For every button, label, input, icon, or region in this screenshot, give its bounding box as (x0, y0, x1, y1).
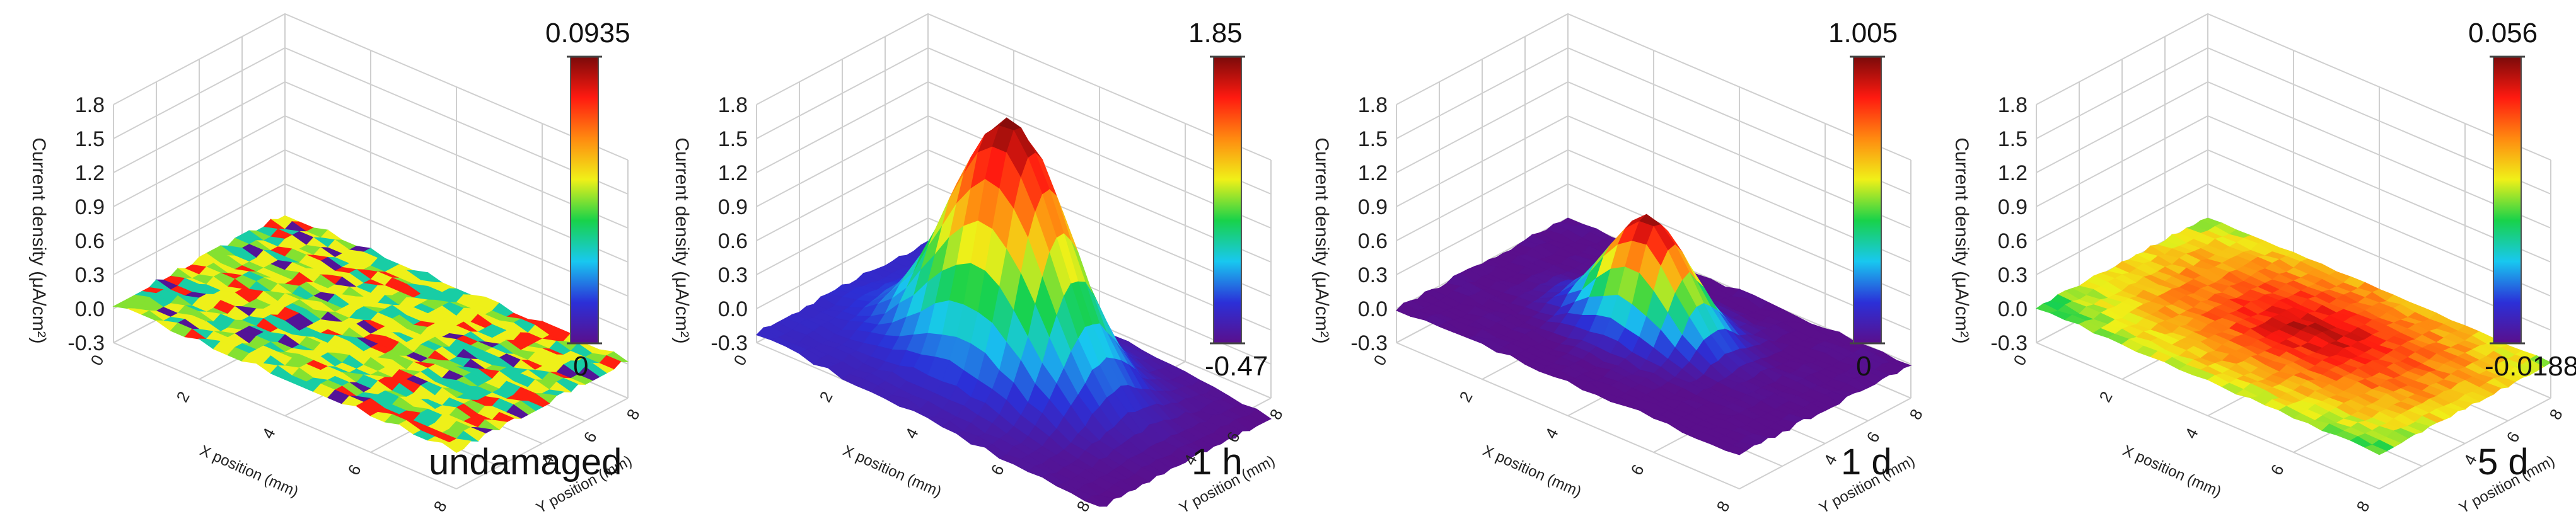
floor-gridline (1396, 342, 1740, 489)
x-tick-label: 6 (344, 461, 364, 478)
surface-patch (2364, 444, 2387, 455)
x-tick-label: 8 (429, 498, 450, 515)
y-tick-label: 4 (1819, 451, 1840, 468)
panel-title: undamaged (429, 442, 622, 483)
z-tick-label: -0.3 (1350, 331, 1388, 355)
surface-patch (441, 442, 465, 453)
z-tick-label: 1.8 (75, 93, 105, 117)
surface-patch (1084, 495, 1108, 507)
colorbar-min-label: 0 (573, 351, 589, 382)
z-tick-label: -0.3 (1990, 331, 2028, 355)
floor-gridline (2036, 342, 2380, 489)
colorbar-min-label: 0 (1856, 351, 1872, 382)
surface-panel: -0.3 0.0 0.3 0.6 0.9 1.2 1.5 1.8 Current density… (643, 0, 1296, 526)
z-tick-label: 1.2 (1998, 161, 2028, 185)
x-tick-label: 2 (1455, 388, 1476, 405)
x-tick-label: 4 (1541, 425, 1562, 442)
y-tick-label: 8 (622, 406, 643, 423)
z-axis-title: Current density (μA/cm²) (1311, 137, 1332, 343)
surface (1396, 214, 1912, 455)
x-tick-label: 6 (1627, 461, 1647, 478)
z-tick-label: 0.3 (1998, 263, 2028, 287)
x-tick-label: 4 (901, 425, 922, 442)
z-tick-label: 1.2 (75, 161, 105, 185)
x-axis-title: X position (mm) (1480, 442, 1584, 501)
z-axis-title: Current density (μA/cm²) (671, 137, 692, 343)
x-tick-label: 2 (2095, 388, 2116, 405)
colorbar-max-label: 0.0935 (545, 18, 630, 49)
surface (2035, 217, 2552, 455)
z-tick-label: 1.8 (718, 93, 748, 117)
x-axis-title: X position (mm) (840, 442, 944, 501)
z-tick-label: 0.0 (1998, 297, 2028, 321)
colorbar (2493, 56, 2522, 344)
z-tick-label: 1.2 (1358, 161, 1388, 185)
surface-plot: -0.3 0.0 0.3 0.6 0.9 1.2 1.5 1.8 Current density… (28, 13, 644, 517)
colorbar-min-label: -0.47 (1205, 351, 1268, 382)
z-tick-label: 0.6 (1358, 229, 1388, 253)
surface-plot: -0.3 0.0 0.3 0.6 0.9 1.2 1.5 1.8 Current density… (671, 13, 1287, 517)
surface-panel: -0.3 0.0 0.3 0.6 0.9 1.2 1.5 1.8 Current density… (0, 0, 653, 526)
z-tick-label: 1.5 (718, 127, 748, 151)
colorbar-min-label: -0.0188 (2485, 351, 2576, 382)
z-tick-label: 0.6 (75, 229, 105, 253)
surface-patch (1724, 445, 1748, 455)
x-tick-label: 8 (1712, 498, 1733, 515)
z-axis-title: Current density (μA/cm²) (1951, 137, 1972, 343)
z-tick-label: 1.8 (1358, 93, 1388, 117)
z-tick-label: 1.8 (1998, 93, 2028, 117)
colorbar (1853, 56, 1882, 344)
z-tick-label: -0.3 (711, 331, 748, 355)
x-axis-title: X position (mm) (197, 442, 301, 501)
surface-plot: -0.3 0.0 0.3 0.6 0.9 1.2 1.5 1.8 Current density… (1951, 13, 2567, 517)
x-tick-label: 6 (987, 461, 1007, 478)
surface (112, 215, 629, 453)
z-tick-label: 0.0 (75, 297, 105, 321)
z-tick-label: 0.6 (1998, 229, 2028, 253)
x-tick-label: 2 (172, 388, 193, 405)
z-tick-label: 0.6 (718, 229, 748, 253)
panel-title: 5 d (2478, 442, 2529, 483)
z-tick-label: 0.0 (718, 297, 748, 321)
x-axis-title: X position (mm) (2120, 442, 2224, 501)
colorbar-max-label: 0.056 (2468, 18, 2538, 49)
z-tick-label: 1.5 (1358, 127, 1388, 151)
z-tick-label: 0.9 (1358, 195, 1388, 219)
colorbar-max-label: 1.005 (1828, 18, 1898, 49)
y-tick-label: 8 (2545, 406, 2566, 423)
x-tick-label: 8 (2352, 498, 2373, 515)
panel-title: 1 h (1192, 442, 1243, 483)
z-tick-label: 0.9 (75, 195, 105, 219)
z-tick-label: -0.3 (67, 331, 105, 355)
surface-plot: -0.3 0.0 0.3 0.6 0.9 1.2 1.5 1.8 Current density… (1311, 13, 1927, 517)
surface-panel: -0.3 0.0 0.3 0.6 0.9 1.2 1.5 1.8 Current density… (1923, 0, 2576, 526)
x-tick-label: 2 (815, 388, 836, 405)
surface (756, 117, 1272, 507)
x-tick-label: 6 (2266, 461, 2287, 478)
colorbar (570, 56, 599, 344)
z-tick-label: 0.0 (1358, 297, 1388, 321)
z-axis-title: Current density (μA/cm²) (28, 137, 49, 343)
z-tick-label: 0.3 (1358, 263, 1388, 287)
z-tick-label: 0.3 (75, 263, 105, 287)
x-tick-label: 4 (258, 425, 279, 442)
z-tick-label: 0.3 (718, 263, 748, 287)
z-tick-label: 1.5 (75, 127, 105, 151)
panel-title: 1 d (1841, 442, 1892, 483)
z-tick-label: 1.2 (718, 161, 748, 185)
colorbar-max-label: 1.85 (1188, 18, 1243, 49)
colorbar (1213, 56, 1242, 344)
x-tick-label: 4 (2181, 425, 2202, 442)
z-tick-label: 0.9 (1998, 195, 2028, 219)
z-tick-label: 0.9 (718, 195, 748, 219)
z-tick-label: 1.5 (1998, 127, 2028, 151)
surface-panel: -0.3 0.0 0.3 0.6 0.9 1.2 1.5 1.8 Current density… (1283, 0, 1936, 526)
floor-gridline (113, 342, 457, 489)
